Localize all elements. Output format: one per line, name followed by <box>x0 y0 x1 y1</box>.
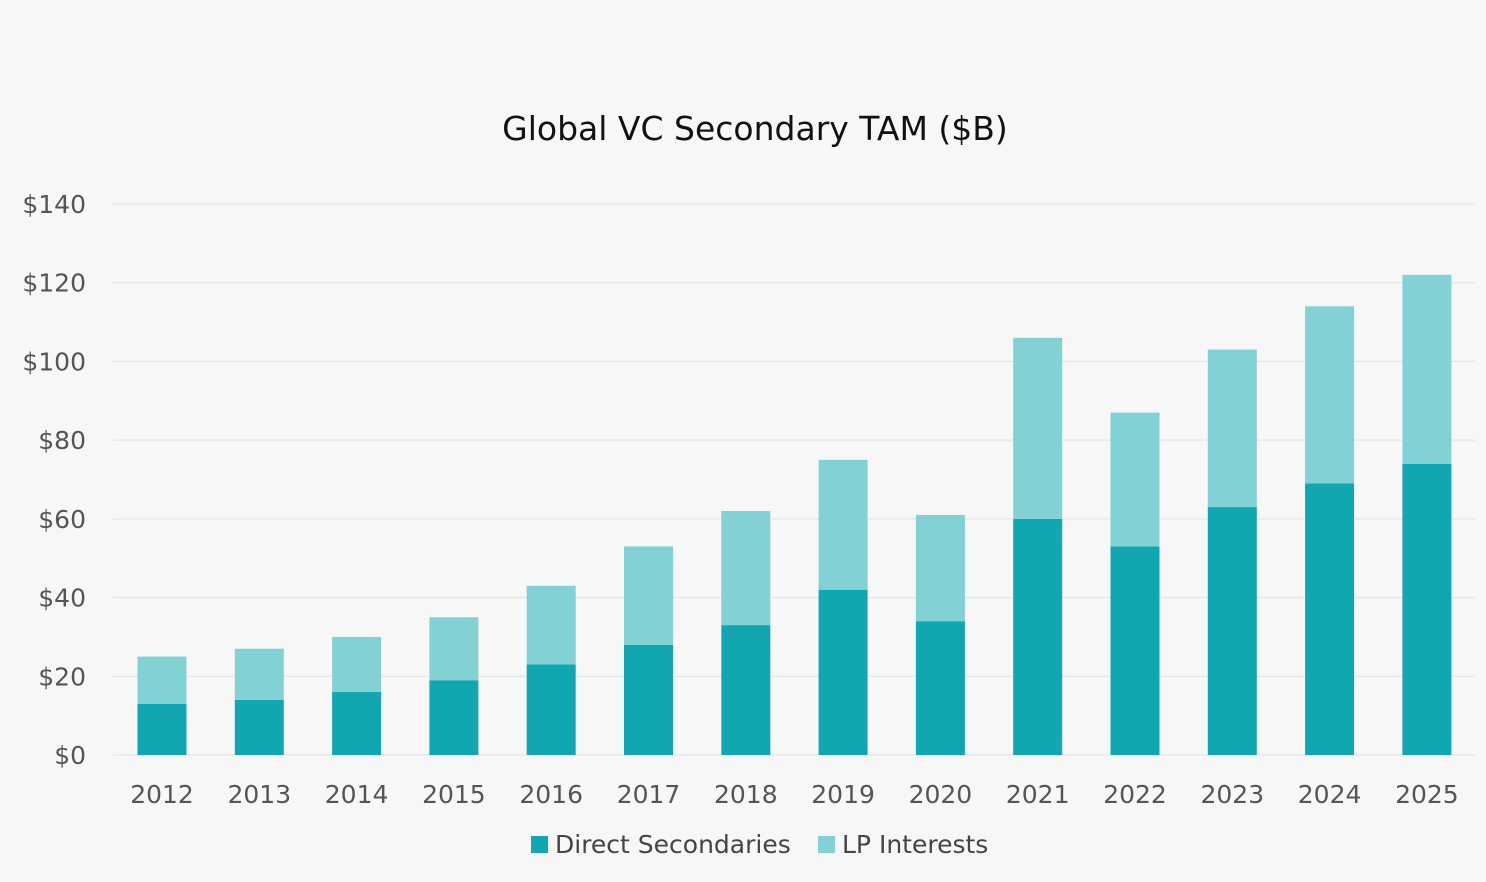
y-tick-label: $100 <box>22 347 86 376</box>
bar-segment <box>624 546 673 645</box>
bar-segment <box>1402 274 1452 464</box>
x-axis-tick-labels: 2012 2013 2014 2015 2016 2017 2018 2019 2020 2021… <box>130 780 1459 809</box>
bar-segment <box>332 692 382 755</box>
bar-segment <box>1207 349 1257 508</box>
legend-label: Direct Secondaries <box>555 830 791 859</box>
bar-segment <box>429 680 479 755</box>
bar-segment <box>1402 463 1452 755</box>
y-tick-label: $60 <box>38 505 86 534</box>
gridlines <box>113 203 1475 756</box>
bars <box>137 274 1452 755</box>
legend-label: LP Interests <box>842 830 988 859</box>
bar-segment <box>1013 337 1063 519</box>
bar-segment <box>137 703 187 755</box>
x-tick-label: 2015 <box>422 780 486 809</box>
bar-segment <box>624 644 673 755</box>
x-tick-label: 2024 <box>1298 780 1362 809</box>
bar-segment <box>818 589 868 755</box>
legend-swatch <box>531 836 548 853</box>
y-tick-label: $140 <box>22 190 86 219</box>
y-tick-label: $80 <box>38 426 86 455</box>
bar-segment <box>1207 507 1257 755</box>
x-tick-label: 2014 <box>325 780 389 809</box>
x-tick-label: 2025 <box>1395 780 1459 809</box>
y-tick-label: $20 <box>38 662 86 691</box>
legend: Direct Secondaries LP Interests <box>531 830 988 859</box>
bar-segment <box>818 459 868 590</box>
bar-segment <box>721 510 771 626</box>
bar-segment <box>234 648 284 700</box>
chart-title: Global VC Secondary TAM ($B) <box>502 109 1008 148</box>
bar-segment <box>915 621 965 755</box>
x-tick-label: 2020 <box>909 780 973 809</box>
bar-segment <box>915 514 965 622</box>
y-axis-tick-labels: $0 $20 $40 $60 $80 $100 $120 $140 <box>22 190 86 770</box>
bar-segment <box>1013 518 1063 755</box>
bar-segment <box>234 699 284 755</box>
x-tick-label: 2012 <box>130 780 194 809</box>
x-tick-label: 2021 <box>1006 780 1070 809</box>
x-tick-label: 2023 <box>1200 780 1264 809</box>
bar-segment <box>721 625 771 755</box>
bar-segment <box>1110 412 1160 547</box>
y-tick-label: $40 <box>38 584 86 613</box>
y-tick-label: $0 <box>54 741 86 770</box>
bar-segment <box>1110 546 1160 755</box>
bar-segment <box>332 636 382 693</box>
x-tick-label: 2018 <box>714 780 778 809</box>
x-tick-label: 2017 <box>617 780 681 809</box>
bar-segment <box>526 585 576 665</box>
bar-segment <box>1305 483 1355 755</box>
y-tick-label: $120 <box>22 269 86 298</box>
bar-segment <box>429 617 479 681</box>
x-tick-label: 2019 <box>811 780 875 809</box>
x-tick-label: 2022 <box>1103 780 1167 809</box>
x-tick-label: 2016 <box>519 780 583 809</box>
bar-segment <box>526 664 576 755</box>
legend-swatch <box>818 836 835 853</box>
bar-segment <box>1305 306 1355 484</box>
x-tick-label: 2013 <box>227 780 291 809</box>
bar-segment <box>137 656 187 704</box>
